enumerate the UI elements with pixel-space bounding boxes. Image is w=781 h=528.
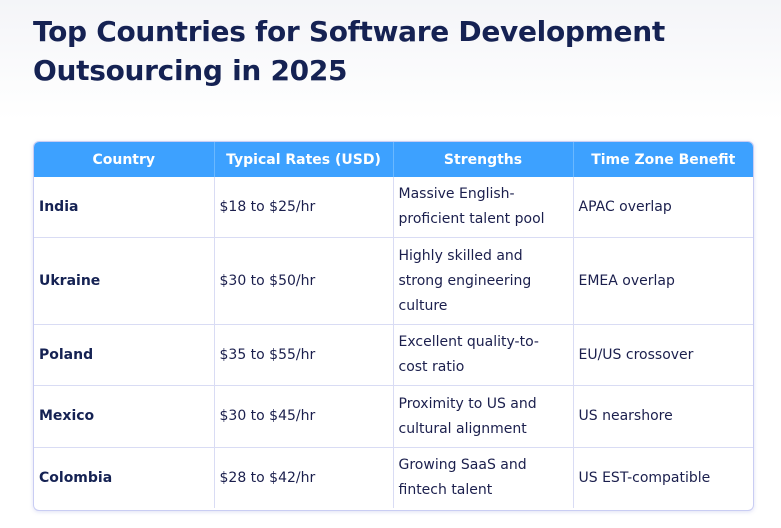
cell-strength: Growing SaaS and fintech talent <box>393 447 574 508</box>
table-row: Poland $35 to $55/hr Excellent quality-t… <box>34 324 753 386</box>
header-country: Country <box>34 142 215 177</box>
cell-timezone: EMEA overlap <box>573 237 753 325</box>
cell-country: Poland <box>34 324 215 386</box>
header-strengths: Strengths <box>393 142 574 177</box>
cell-rate: $30 to $45/hr <box>214 385 394 448</box>
cell-country: Ukraine <box>34 237 215 325</box>
cell-rate: $35 to $55/hr <box>214 324 394 386</box>
cell-country: India <box>34 177 215 238</box>
cell-country: Mexico <box>34 385 215 448</box>
cell-timezone: EU/US crossover <box>573 324 753 386</box>
cell-rate: $18 to $25/hr <box>214 177 394 238</box>
table-row: Ukraine $30 to $50/hr Highly skilled and… <box>34 237 753 325</box>
cell-strength: Highly skilled and strong engineering cu… <box>393 237 574 325</box>
cell-strength: Excellent quality-to-cost ratio <box>393 324 574 386</box>
table-row: India $18 to $25/hr Massive English-prof… <box>34 177 753 238</box>
header-timezone: Time Zone Benefit <box>573 142 753 177</box>
table-header-row: Country Typical Rates (USD) Strengths Ti… <box>34 142 753 177</box>
page-title: Top Countries for Software Development O… <box>33 15 665 87</box>
cell-rate: $28 to $42/hr <box>214 447 394 508</box>
outsourcing-table: Country Typical Rates (USD) Strengths Ti… <box>33 141 754 511</box>
table-row: Colombia $28 to $42/hr Growing SaaS and … <box>34 447 753 508</box>
cell-strength: Proximity to US and cultural alignment <box>393 385 574 448</box>
cell-country: Colombia <box>34 447 215 508</box>
table-row: Mexico $30 to $45/hr Proximity to US and… <box>34 385 753 448</box>
header-rates: Typical Rates (USD) <box>214 142 394 177</box>
top-background <box>0 0 781 120</box>
cell-timezone: APAC overlap <box>573 177 753 238</box>
cell-strength: Massive English-proficient talent pool <box>393 177 574 238</box>
cell-timezone: US EST-compatible <box>578 469 711 486</box>
cell-rate: $30 to $50/hr <box>214 237 394 325</box>
cell-timezone: US nearshore <box>573 385 753 448</box>
